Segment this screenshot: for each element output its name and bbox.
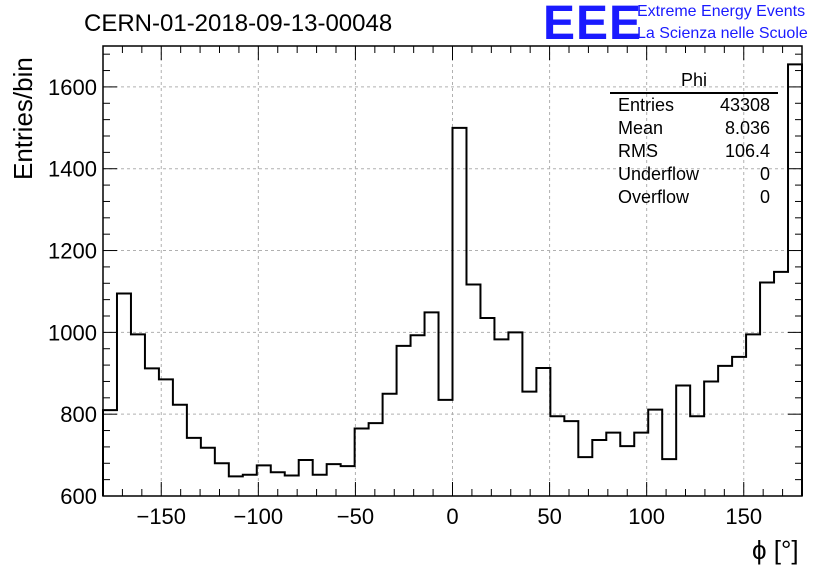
tick-labels: 600 800 1000 1200 1400 1600 −150 −100 −50 0 50 100 1… <box>48 75 762 529</box>
y-tick-label: 1200 <box>48 239 97 264</box>
stats-row: RMS 106.4 <box>610 140 778 163</box>
stats-label: Overflow <box>618 187 690 207</box>
logo-subtitle-1: Extreme Energy Events <box>637 3 806 20</box>
histogram-outline <box>102 63 803 496</box>
axis-ticks <box>102 46 803 497</box>
eee-logo: EEE <box>543 0 643 50</box>
stats-row: Underflow 0 <box>610 163 778 186</box>
stats-value: 0 <box>759 187 770 207</box>
y-tick-label: 600 <box>60 484 97 509</box>
y-axis-label: Entries/bin <box>8 57 38 180</box>
y-tick-label: 800 <box>60 402 97 427</box>
x-tick-label: 100 <box>628 504 665 529</box>
y-tick-label: 1000 <box>48 320 97 345</box>
x-axis-label: ϕ [°] <box>752 535 799 565</box>
y-tick-label: 1600 <box>48 75 97 100</box>
x-tick-label: 0 <box>446 504 458 529</box>
chart-title: CERN-01-2018-09-13-00048 <box>84 10 393 37</box>
x-tick-label: 150 <box>725 504 762 529</box>
stats-value: 0 <box>759 164 770 184</box>
stats-value: 8.036 <box>724 118 770 138</box>
stats-label: RMS <box>618 141 658 161</box>
grid-lines <box>103 46 802 497</box>
x-tick-label: −100 <box>234 504 284 529</box>
stats-value: 106.4 <box>724 141 770 161</box>
stats-row: Mean 8.036 <box>610 117 778 140</box>
stats-box: Phi Entries 43308 Mean 8.036 RMS 106.4 U… <box>610 70 778 209</box>
x-tick-label: −50 <box>337 504 374 529</box>
stats-value: 43308 <box>719 95 770 115</box>
y-tick-label: 1400 <box>48 157 97 182</box>
x-tick-label: −150 <box>136 504 186 529</box>
stats-title: Phi <box>610 70 778 94</box>
stats-label: Underflow <box>618 164 700 184</box>
stats-row: Overflow 0 <box>610 186 778 209</box>
stats-row: Entries 43308 <box>610 94 778 117</box>
stats-label: Mean <box>618 118 664 138</box>
x-tick-label: 50 <box>537 504 561 529</box>
logo-subtitle-2: La Scienza nelle Scuole <box>637 25 808 42</box>
stats-label: Entries <box>618 95 675 115</box>
